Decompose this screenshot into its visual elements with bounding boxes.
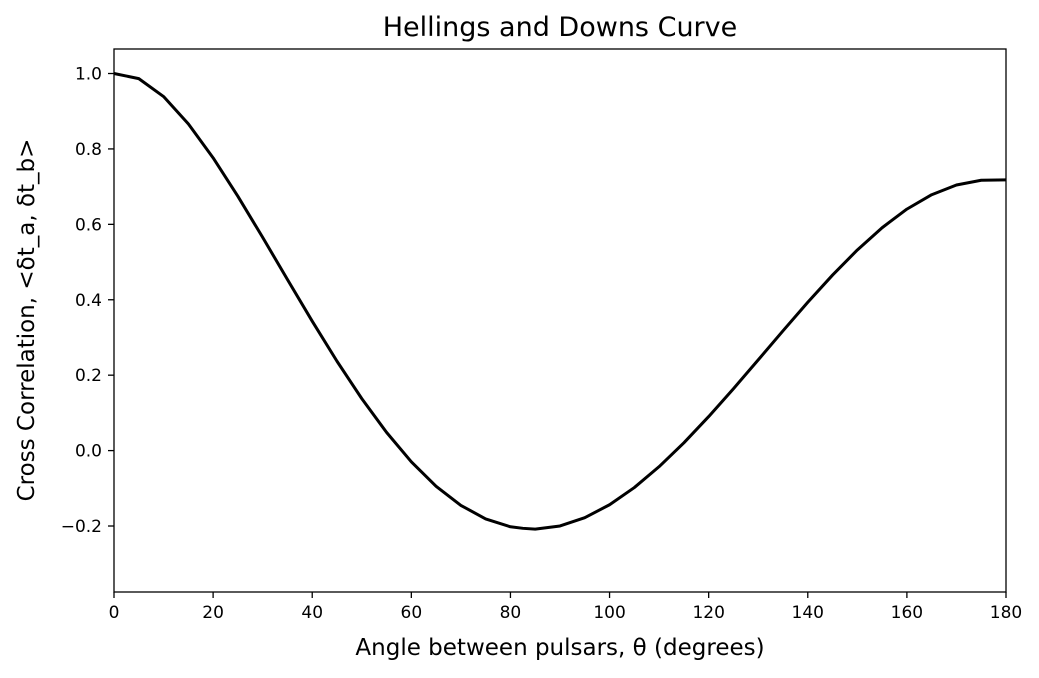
x-tick-label: 0 xyxy=(109,603,120,623)
x-tick-label: 180 xyxy=(990,603,1022,623)
x-tick-label: 20 xyxy=(202,603,224,623)
x-tick-label: 40 xyxy=(301,603,323,623)
plot-frame xyxy=(113,48,1007,593)
x-tick-label: 60 xyxy=(401,603,423,623)
y-axis-ticks: −0.2 0.0 0.2 0.4 0.6 0.8 1.0 xyxy=(61,65,114,537)
x-axis-label: Angle between pulsars, θ (degrees) xyxy=(355,635,764,661)
x-tick-label: 140 xyxy=(792,603,824,623)
chart-title: Hellings and Downs Curve xyxy=(383,12,738,43)
x-tick-label: 100 xyxy=(593,603,625,623)
y-tick-label: 0.6 xyxy=(75,215,102,235)
y-tick-label: 1.0 xyxy=(75,65,102,85)
y-tick-label: 0.0 xyxy=(75,442,102,462)
y-axis-label: Cross Correlation, <δt_a, δt_b> xyxy=(14,139,40,502)
series-line xyxy=(113,72,1007,531)
y-tick-label: 0.8 xyxy=(75,140,102,160)
y-tick-label: −0.2 xyxy=(61,517,102,537)
x-tick-label: 80 xyxy=(500,603,522,623)
y-tick-label: 0.4 xyxy=(75,291,102,311)
x-tick-label: 160 xyxy=(891,603,923,623)
x-tick-label: 120 xyxy=(692,603,724,623)
y-tick-label: 0.2 xyxy=(75,366,102,386)
x-axis-ticks: 0 20 40 60 80 100 120 140 160 180 xyxy=(109,592,1022,623)
